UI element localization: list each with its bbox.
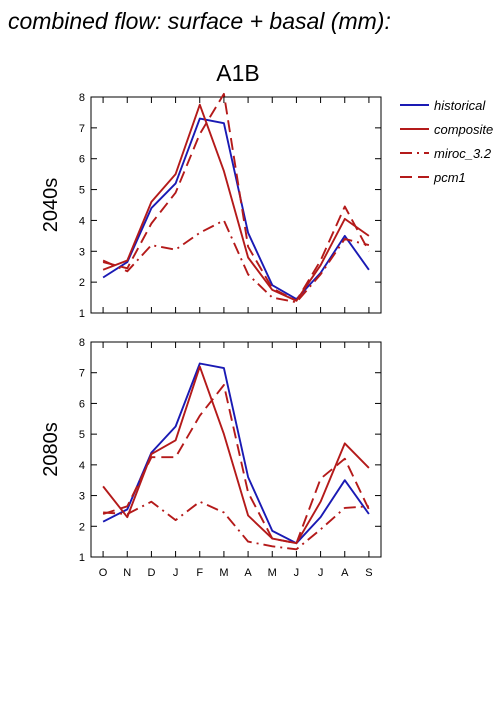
legend-item-miroc-3-2: miroc_3.2 [400,146,492,161]
plot-frame [90,96,382,314]
y-tick-label: 1 [79,308,85,320]
y-tick-label: 5 [79,185,85,197]
plot-frame [90,341,382,558]
x-tick-label: J [318,567,324,579]
chart-panels: 1 2 3 4 5 6 7 8 2040s 1 2 3 4 5 6 7 8 O N D J F M A M J J A S 2080s [40,92,382,579]
y-tick-label: 5 [79,429,85,441]
x-tick-label: J [294,567,300,579]
panel-2040s: 1 2 3 4 5 6 7 8 2040s [40,92,382,320]
x-tick-label: F [196,567,203,579]
y-axis-label-2040s: 2040s [40,178,62,233]
series-line-miroc-3-2 [102,219,370,304]
y-axis-label-2080s: 2080s [40,422,62,477]
legend-label: pcm1 [433,170,466,185]
y-tick-label: 8 [79,92,85,104]
legend-label: composite [434,122,493,137]
series-line-historical [102,117,370,301]
y-tick-label: 6 [79,154,85,166]
chart-legend: historical composite miroc_3.2 pcm1 [400,98,493,185]
y-tick-label: 2 [79,277,85,289]
x-tick-label: M [219,567,228,579]
series-line-pcm1 [102,92,370,302]
scenario-label: A1B [216,60,259,86]
x-tick-label: A [244,567,252,579]
legend-item-pcm1: pcm1 [400,170,466,185]
series-line-historical [102,362,370,545]
y-tick-label: 3 [79,246,85,258]
series-line-miroc-3-2 [103,500,369,551]
x-tick-label: J [173,567,179,579]
legend-label: historical [434,98,486,113]
y-tick-label: 7 [79,368,85,380]
x-tick-label: O [99,567,108,579]
x-tick-label: N [123,567,131,579]
y-tick-label: 6 [79,398,85,410]
y-tick-label: 8 [79,337,85,349]
y-tick-label: 7 [79,123,85,135]
series-line-pcm1 [102,384,370,545]
series-line-composite [102,103,370,302]
y-tick-label: 3 [79,491,85,503]
y-tick-label: 4 [79,460,85,472]
legend-item-composite: composite [400,122,493,137]
y-tick-label: 2 [79,521,85,533]
legend-label: miroc_3.2 [434,146,492,161]
x-tick-label: M [268,567,277,579]
x-tick-label: S [365,567,372,579]
series-line-composite [102,365,370,545]
x-tick-label: D [147,567,155,579]
x-tick-label: A [341,567,349,579]
chart-title: combined flow: surface + basal (mm): [8,8,391,34]
y-tick-label: 4 [79,215,85,227]
panel-2080s: 1 2 3 4 5 6 7 8 O N D J F M A M J J A S 2080s [40,337,382,579]
y-tick-label: 1 [79,552,85,564]
legend-item-historical: historical [400,98,486,113]
